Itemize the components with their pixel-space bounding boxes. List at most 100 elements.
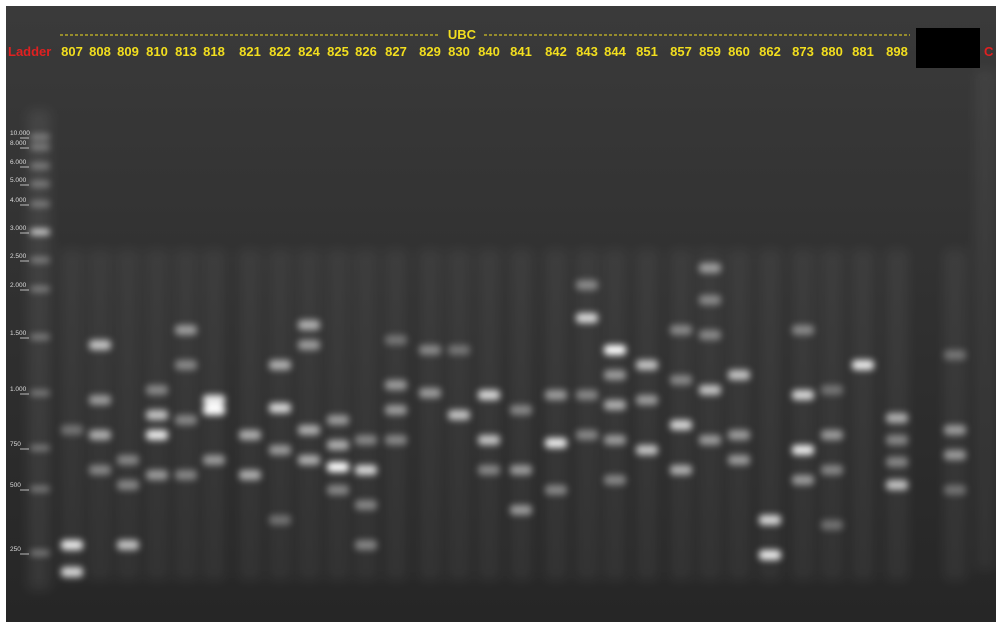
lane-label: 824 [298, 44, 320, 59]
lane-smear [975, 70, 995, 570]
band [239, 470, 261, 480]
redacted-box [916, 28, 980, 68]
band [89, 395, 111, 405]
band [576, 280, 598, 290]
lane-label: 810 [146, 44, 168, 59]
ladder-band [30, 144, 50, 150]
ladder-size: 2.000 [10, 282, 27, 289]
band [61, 540, 83, 550]
ladder-band [30, 229, 50, 235]
lane-smear [670, 250, 692, 580]
lane-label: 881 [852, 44, 874, 59]
band [146, 385, 168, 395]
band [944, 425, 966, 435]
lane-smear [89, 250, 111, 580]
ladder-size: 500 [10, 482, 21, 489]
band [175, 325, 197, 335]
band [604, 435, 626, 445]
lane-smear [821, 250, 843, 580]
band [728, 430, 750, 440]
band [604, 370, 626, 380]
band [175, 415, 197, 425]
band [117, 480, 139, 490]
lane-label: 880 [821, 44, 843, 59]
band [478, 435, 500, 445]
band [355, 435, 377, 445]
band [699, 385, 721, 395]
band [478, 465, 500, 475]
band [269, 360, 291, 370]
band [852, 360, 874, 370]
lane-smear [239, 250, 261, 580]
band [636, 445, 658, 455]
lane-smear [269, 250, 291, 580]
band [203, 395, 225, 405]
ladder-band [30, 181, 50, 187]
ladder-band [30, 201, 50, 207]
band [146, 430, 168, 440]
band [385, 435, 407, 445]
lane-label: 851 [636, 44, 658, 59]
lane-label: 859 [699, 44, 721, 59]
band [576, 430, 598, 440]
ladder-size: 2.500 [10, 253, 27, 260]
lane-smear [298, 250, 320, 580]
band [269, 515, 291, 525]
band [699, 435, 721, 445]
band [759, 550, 781, 560]
band [117, 540, 139, 550]
band [355, 500, 377, 510]
band [298, 340, 320, 350]
ladder-band [30, 486, 50, 492]
band [61, 425, 83, 435]
band [175, 470, 197, 480]
band [576, 313, 598, 323]
control-label: C [984, 44, 994, 59]
band [545, 390, 567, 400]
band [203, 455, 225, 465]
ladder-size: 750 [10, 441, 21, 448]
lane-smear [117, 250, 139, 580]
band [89, 465, 111, 475]
band [419, 345, 441, 355]
band [821, 430, 843, 440]
band [886, 480, 908, 490]
band [298, 455, 320, 465]
ladder-size: 6.000 [10, 159, 27, 166]
group-label: UBC [448, 27, 477, 42]
lane-smear [944, 250, 966, 580]
band [478, 390, 500, 400]
band [944, 450, 966, 460]
lane-label: 841 [510, 44, 532, 59]
lane-label: 822 [269, 44, 291, 59]
ladder-size: 10.000 [10, 130, 30, 137]
band [728, 455, 750, 465]
lane-smear [545, 250, 567, 580]
band [821, 465, 843, 475]
ladder-band [30, 257, 50, 263]
band [510, 465, 532, 475]
band [175, 360, 197, 370]
band [89, 430, 111, 440]
lane-label: 827 [385, 44, 407, 59]
band [327, 415, 349, 425]
band [269, 403, 291, 413]
band [448, 410, 470, 420]
band [576, 390, 598, 400]
lane-smear [852, 250, 874, 580]
lane-label: 898 [886, 44, 908, 59]
band [604, 345, 626, 355]
lane-label: 843 [576, 44, 598, 59]
band [699, 263, 721, 273]
band [821, 385, 843, 395]
band [355, 465, 377, 475]
band [385, 335, 407, 345]
lane-label: 860 [728, 44, 750, 59]
band [298, 320, 320, 330]
ladder-band [30, 445, 50, 451]
lane-label: 818 [203, 44, 225, 59]
band [792, 475, 814, 485]
lane-smear [728, 250, 750, 580]
band [792, 325, 814, 335]
band [699, 330, 721, 340]
